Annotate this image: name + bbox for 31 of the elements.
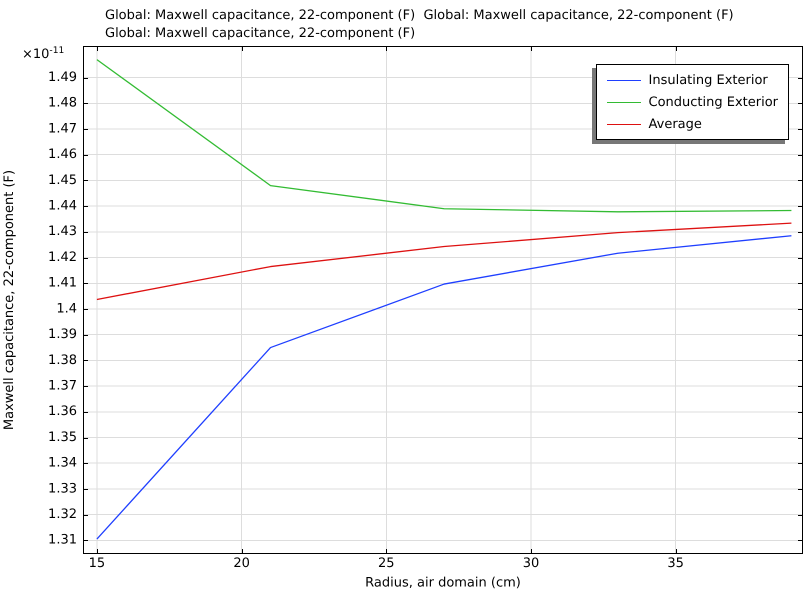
y-tick-label: 1.46 <box>48 147 77 162</box>
y-tick-label: 1.49 <box>48 70 77 85</box>
y-tick-label: 1.33 <box>48 481 77 496</box>
legend-label: Average <box>648 116 702 132</box>
y-tick-label: 1.39 <box>48 327 77 342</box>
y-tick-label: 1.34 <box>48 456 77 471</box>
x-tick-label: 35 <box>667 556 684 572</box>
y-tick-label: 1.41 <box>48 276 77 291</box>
x-tick-label: 20 <box>233 556 250 572</box>
y-tick-label: 1.31 <box>48 532 77 548</box>
y-tick-label: 1.43 <box>48 224 77 240</box>
chart-subtitle: Global: Maxwell capacitance, 22-component (F) <box>105 26 416 41</box>
legend-label: Insulating Exterior <box>648 72 768 88</box>
y-tick-label: 1.44 <box>48 198 77 214</box>
x-tick-label: 25 <box>378 556 395 572</box>
chart-title: Global: Maxwell capacitance, 22-component (F) Global: Maxwell capacitance, 22-component (F) <box>105 8 734 23</box>
y-axis-title: Maxwell capacitance, 22-component (F) <box>2 170 18 430</box>
y-tick-label: 1.35 <box>48 430 77 445</box>
y-tick-label: 1.32 <box>48 507 77 522</box>
y-tick-label: 1.36 <box>48 404 77 420</box>
y-tick-label: 1.38 <box>48 352 77 368</box>
y-tick-label: 1.45 <box>48 172 77 188</box>
legend-label: Conducting Exterior <box>648 94 778 110</box>
x-tick-label: 30 <box>522 556 540 572</box>
y-tick-label: 1.47 <box>48 121 77 136</box>
y-tick-label: 1.42 <box>48 250 77 265</box>
y-tick-label: 1.4 <box>56 301 77 316</box>
x-tick-label: 15 <box>88 556 106 572</box>
y-tick-label: 1.37 <box>48 378 77 394</box>
y-tick-label: 1.48 <box>48 96 77 111</box>
x-axis-title: Radius, air domain (cm) <box>365 576 521 591</box>
